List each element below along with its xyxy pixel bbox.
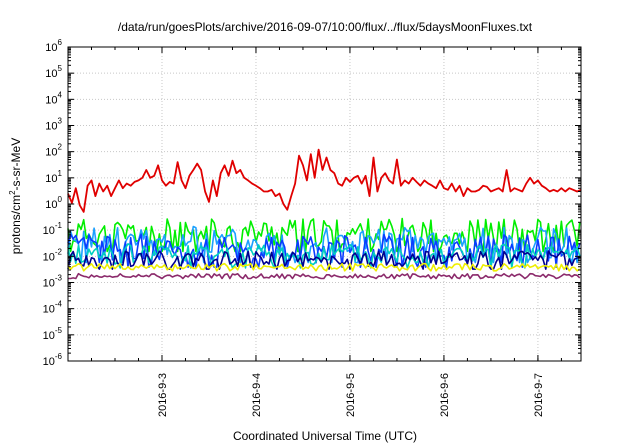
- y-tick-base: 10: [43, 356, 55, 368]
- axis-ticks: 10-610-510-410-310-210-11001011021031041…: [43, 38, 581, 417]
- series-line-6: [67, 262, 581, 272]
- y-tick-exponent: -3: [55, 274, 63, 283]
- series-line-4: [67, 243, 581, 269]
- y-tick-exponent: 1: [58, 169, 63, 178]
- y-tick-base: 10: [45, 173, 57, 185]
- y-tick-exponent: 0: [58, 195, 63, 204]
- y-tick-label: 10-2: [43, 247, 63, 263]
- x-axis-label: Coordinated Universal Time (UTC): [233, 429, 417, 443]
- y-tick-base: 10: [43, 251, 55, 263]
- x-tick-label: 2016-9-6: [439, 373, 451, 417]
- y-tick-label: 10-4: [43, 300, 63, 316]
- series-line-0: [67, 148, 582, 213]
- x-tick-label: 2016-9-7: [533, 373, 545, 417]
- x-tick-label: 2016-9-4: [251, 373, 263, 417]
- y-tick-label: 106: [45, 38, 62, 54]
- y-tick-base: 10: [43, 304, 55, 316]
- y-tick-exponent: -6: [55, 352, 63, 361]
- series-line-5: [67, 250, 581, 270]
- series-line-3: [67, 233, 581, 268]
- y-tick-exponent: 2: [58, 143, 63, 152]
- y-tick-exponent: 6: [58, 38, 63, 47]
- y-tick-base: 10: [43, 330, 55, 342]
- y-tick-label: 101: [45, 169, 62, 185]
- series-line-7: [68, 272, 581, 280]
- y-tick-base: 10: [45, 199, 57, 211]
- y-tick-base: 10: [45, 147, 57, 159]
- y-tick-exponent: -4: [55, 300, 63, 309]
- y-tick-exponent: -2: [55, 247, 63, 256]
- y-label-base: protons/cm: [9, 195, 23, 254]
- y-tick-exponent: 3: [58, 117, 63, 126]
- y-tick-label: 105: [45, 64, 62, 80]
- y-tick-base: 10: [45, 68, 57, 80]
- x-tick-label: 2016-9-5: [345, 373, 357, 417]
- x-tick-label: 2016-9-3: [157, 373, 169, 417]
- y-tick-exponent: -1: [55, 221, 63, 230]
- y-tick-label: 104: [45, 90, 62, 106]
- y-tick-exponent: 5: [58, 64, 63, 73]
- y-tick-label: 10-6: [43, 352, 63, 368]
- y-tick-label: 10-3: [43, 274, 63, 290]
- y-label-sup: 2: [8, 190, 17, 195]
- y-tick-base: 10: [45, 94, 57, 106]
- y-tick-base: 10: [45, 42, 57, 54]
- y-tick-label: 102: [45, 143, 62, 159]
- y-label-rest: -s-sr-MeV: [9, 138, 23, 191]
- y-tick-exponent: -5: [55, 326, 63, 335]
- y-tick-base: 10: [45, 121, 57, 133]
- y-tick-exponent: 4: [58, 90, 63, 99]
- grid-lines: [68, 47, 581, 361]
- data-series: [67, 148, 582, 280]
- y-axis-label: protons/cm2-s-sr-MeV: [8, 138, 23, 254]
- plot-frame: [67, 46, 582, 362]
- chart-title: /data/run/goesPlots/archive/2016-09-07/1…: [118, 20, 533, 34]
- y-tick-label: 103: [45, 117, 62, 133]
- y-tick-label: 100: [45, 195, 62, 211]
- y-tick-label: 10-1: [43, 221, 63, 237]
- y-tick-label: 10-5: [43, 326, 63, 342]
- y-tick-base: 10: [43, 278, 55, 290]
- y-tick-base: 10: [43, 225, 55, 237]
